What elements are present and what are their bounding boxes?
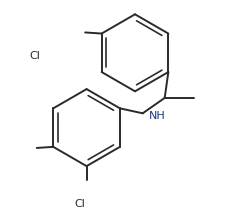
Text: Cl: Cl: [74, 199, 85, 209]
Text: Cl: Cl: [29, 51, 40, 61]
Text: NH: NH: [149, 110, 165, 121]
